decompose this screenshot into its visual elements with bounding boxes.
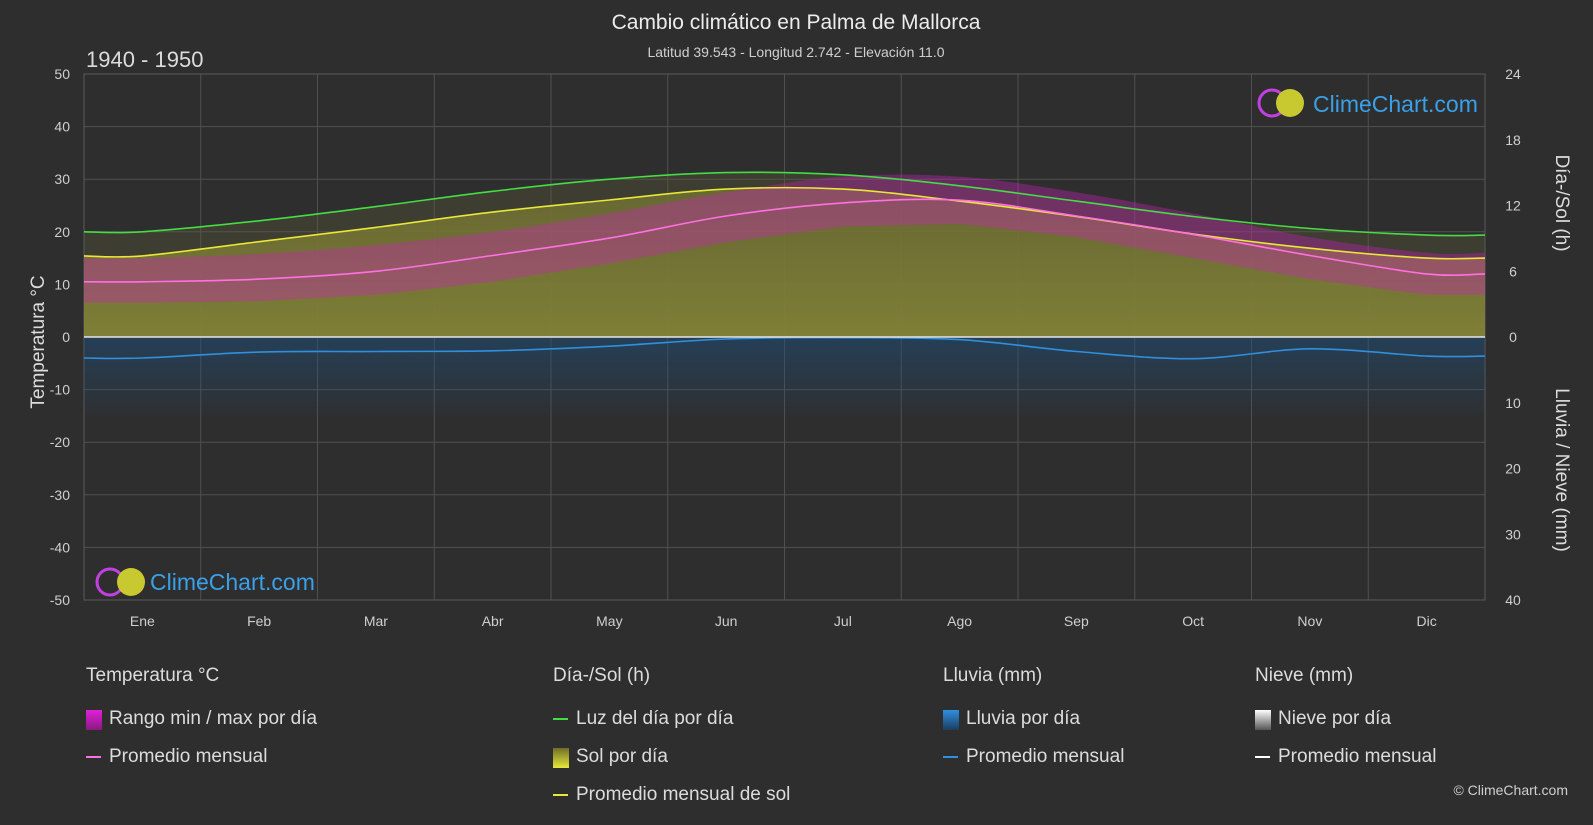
rain-bars-fill — [84, 337, 1485, 416]
legend-snow: Nieve (mm) Nieve por día Promedio mensua… — [1255, 662, 1436, 776]
y-left-tick-label: 20 — [54, 224, 70, 240]
legend-sun-label: Sol por día — [576, 746, 668, 767]
legend-snow-day: Nieve por día — [1255, 700, 1436, 738]
legend-daylight-label: Luz del día por día — [576, 708, 734, 729]
y-right-bottom-tick-label: 10 — [1505, 395, 1521, 411]
y-right-top-axis-title: Día-/Sol (h) — [1551, 154, 1572, 251]
watermark-bottom-text: ClimeChart.com — [150, 569, 315, 595]
daylight-fill — [84, 172, 1485, 337]
chart-subtitle: Latitud 39.543 - Longitud 2.742 - Elevac… — [647, 44, 944, 60]
daylight-line — [83, 171, 1486, 237]
y-right-top-tick-label: 6 — [1509, 263, 1517, 279]
rain-avg-swatch — [943, 756, 958, 758]
legend-temp-avg-label: Promedio mensual — [109, 746, 268, 767]
y-left-tick-label: 50 — [54, 66, 70, 82]
legend-rain-day: Lluvia por día — [943, 700, 1124, 738]
y-right-top-tick-label: 18 — [1505, 132, 1521, 148]
legend-rain-title: Lluvia (mm) — [943, 665, 1043, 686]
y-left-tick-label: 0 — [62, 329, 70, 345]
y-right-bottom-tick-label: 20 — [1505, 461, 1521, 477]
temperature-range-band — [84, 174, 1485, 303]
y-left-tick-label: -40 — [50, 539, 70, 555]
y-left-tick-label: -30 — [50, 487, 70, 503]
y-right-bottom-tick-label: 30 — [1505, 526, 1521, 542]
legend-temperature-title: Temperatura °C — [86, 665, 220, 686]
y-right-top-tick-label: 0 — [1509, 329, 1517, 345]
rain-avg-line — [83, 336, 1486, 360]
legend-temperature: Temperatura °C Rango min / max por día P… — [86, 662, 317, 776]
x-tick-label: Dic — [1417, 613, 1437, 629]
y-left-tick-label: 30 — [54, 171, 70, 187]
watermark-top-text: ClimeChart.com — [1313, 91, 1478, 117]
legend: Temperatura °C Rango min / max por día P… — [0, 662, 1593, 812]
legend-daylight: Día-/Sol (h) Luz del día por día Sol por… — [553, 662, 790, 814]
climate-chart: Cambio climático en Palma de Mallorca La… — [28, 11, 1572, 629]
legend-daylight-line: Luz del día por día — [553, 700, 790, 738]
x-tick-label: Jun — [715, 613, 738, 629]
snow-swatch — [1255, 710, 1271, 730]
temperature-avg-line — [83, 198, 1486, 283]
sunshine-fill — [84, 187, 1485, 337]
sunshine-avg-line — [83, 186, 1486, 260]
x-tick-label: Mar — [364, 613, 388, 629]
sun-avg-swatch — [553, 794, 568, 796]
legend-rain: Lluvia (mm) Lluvia por día Promedio mens… — [943, 662, 1124, 776]
y-left-tick-label: -50 — [50, 592, 70, 608]
legend-snow-title: Nieve (mm) — [1255, 665, 1354, 686]
logo-sun-icon — [117, 568, 145, 596]
x-tick-label: Sep — [1064, 613, 1089, 629]
y-left-tick-label: 40 — [54, 119, 70, 135]
temperature-range-fill — [84, 174, 1485, 303]
legend-rain-avg: Promedio mensual — [943, 738, 1124, 776]
legend-sun-avg: Promedio mensual de sol — [553, 776, 790, 814]
watermark-bottom: ClimeChart.com — [95, 567, 315, 597]
legend-sun: Sol por día — [553, 738, 790, 776]
period-label: 1940 - 1950 — [86, 47, 203, 72]
snow-avg-swatch — [1255, 756, 1270, 758]
legend-temp-avg: Promedio mensual — [86, 738, 317, 776]
temp-range-swatch — [86, 710, 102, 730]
y-right-top-tick-label: 12 — [1505, 198, 1521, 214]
copyright: © ClimeChart.com — [1453, 782, 1568, 798]
legend-snow-avg: Promedio mensual — [1255, 738, 1436, 776]
x-tick-label: Oct — [1182, 613, 1204, 629]
series-lines — [83, 171, 1486, 360]
sun-swatch — [553, 748, 569, 768]
logo-sun-icon — [1276, 89, 1304, 117]
rain-area — [84, 337, 1485, 416]
y-left-tick-label: -20 — [50, 434, 70, 450]
y-left-tick-label: -10 — [50, 382, 70, 398]
axes: 50 40 30 20 10 0 -10 -20 -30 -40 -50 24 18 12 6 0 10 20 30… — [50, 66, 1521, 629]
x-tick-label: Nov — [1297, 613, 1322, 629]
x-tick-label: Abr — [482, 613, 504, 629]
sunshine-area — [84, 172, 1485, 337]
y-left-axis-title: Temperatura °C — [28, 275, 49, 408]
x-tick-label: Ago — [947, 613, 972, 629]
legend-temp-range: Rango min / max por día — [86, 700, 317, 738]
legend-snow-label: Nieve por día — [1278, 708, 1392, 729]
y-left-tick-label: 10 — [54, 276, 70, 292]
x-tick-label: Feb — [247, 613, 271, 629]
legend-temp-range-label: Rango min / max por día — [109, 708, 318, 729]
legend-daylight-title: Día-/Sol (h) — [553, 665, 651, 686]
legend-snow-avg-label: Promedio mensual — [1278, 746, 1437, 767]
legend-sun-avg-label: Promedio mensual de sol — [576, 784, 791, 805]
daylight-swatch — [553, 718, 568, 720]
y-right-bottom-axis-title: Lluvia / Nieve (mm) — [1551, 388, 1572, 552]
x-tick-label: Jul — [834, 613, 852, 629]
y-right-bottom-tick-label: 40 — [1505, 592, 1521, 608]
rain-swatch — [943, 710, 959, 730]
legend-rain-avg-label: Promedio mensual — [966, 746, 1125, 767]
legend-rain-label: Lluvia por día — [966, 708, 1081, 729]
x-tick-label: Ene — [130, 613, 155, 629]
x-tick-label: May — [596, 613, 622, 629]
watermark-top: ClimeChart.com — [1257, 88, 1478, 118]
temp-avg-swatch — [86, 756, 101, 758]
y-right-top-tick-label: 24 — [1505, 66, 1521, 82]
chart-title: Cambio climático en Palma de Mallorca — [612, 11, 981, 34]
